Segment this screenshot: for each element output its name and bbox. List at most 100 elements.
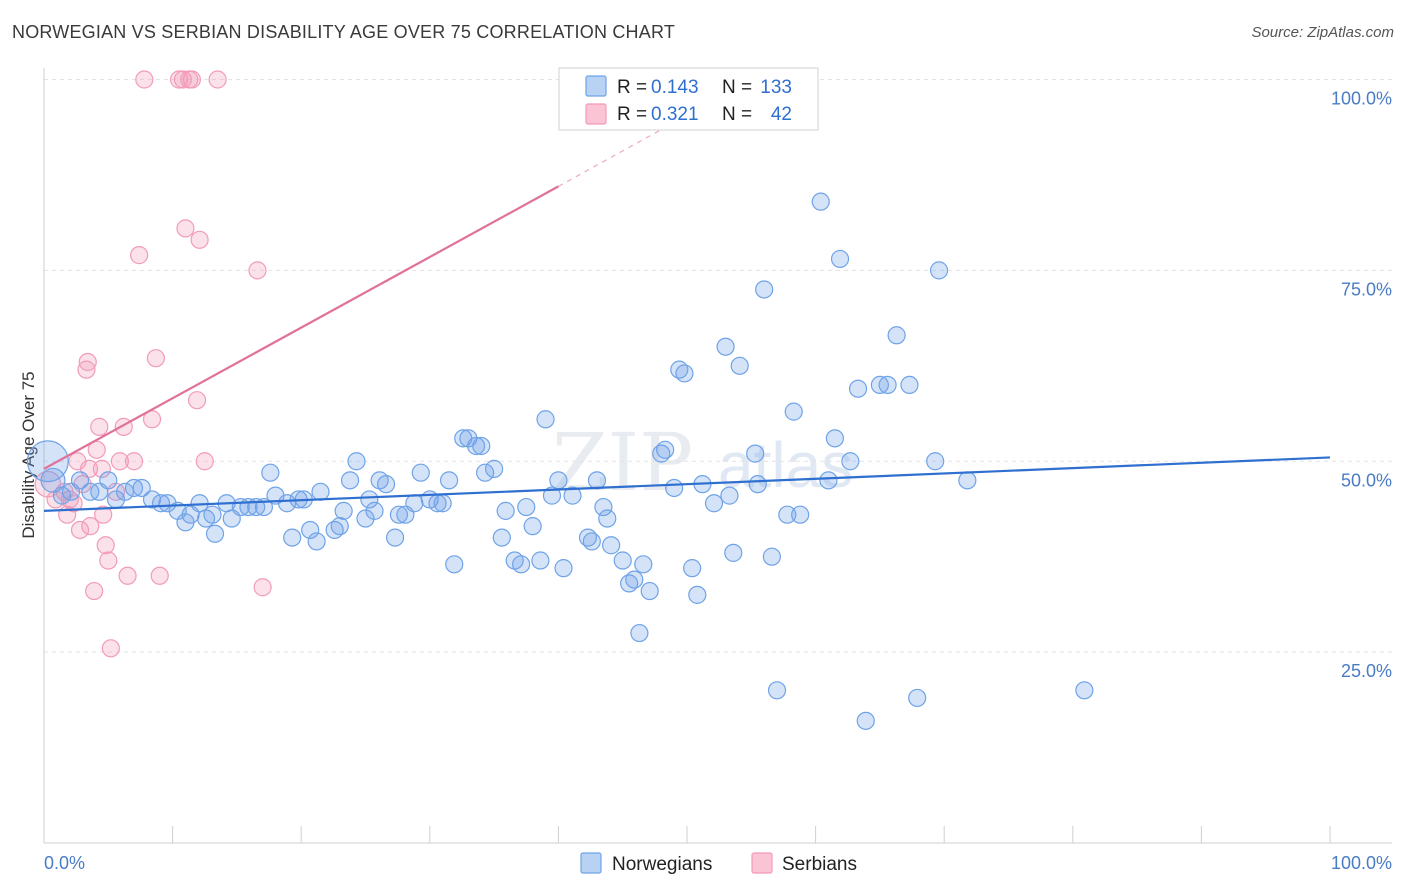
norwegian-point <box>99 471 118 490</box>
serbian-point <box>190 230 209 249</box>
norwegian-point <box>549 471 568 490</box>
norwegian-point <box>819 471 838 490</box>
legend-norwegians-swatch <box>580 852 602 874</box>
norwegian-point <box>598 509 617 528</box>
norwegian-point <box>830 249 850 269</box>
norwegian-point <box>958 471 977 490</box>
norwegian-point <box>563 486 582 505</box>
norwegians-swatch <box>585 75 607 97</box>
norwegian-point <box>334 501 353 520</box>
serbian-point <box>182 70 201 89</box>
norwegian-point <box>720 486 739 505</box>
y-tick-label-100: 100.0% <box>1331 89 1392 109</box>
norwegian-point <box>531 551 550 570</box>
serbian-point <box>208 70 227 89</box>
norwegian-point <box>778 505 797 524</box>
norwegian-point <box>347 452 366 471</box>
norwegian-point <box>656 440 675 459</box>
norwegian-point <box>542 486 562 505</box>
y-tick-label-50: 50.0% <box>1341 470 1392 490</box>
serbian-point <box>130 246 149 265</box>
norwegian-point <box>389 505 409 524</box>
norwegian-point <box>755 280 774 299</box>
norwegians-r-value: 0.143 <box>651 77 699 98</box>
norwegian-point <box>203 505 222 524</box>
serbian-point <box>146 349 165 368</box>
norwegian-point <box>360 490 379 509</box>
norwegian-point <box>625 570 644 589</box>
serbian-point <box>99 551 118 570</box>
serbian-point <box>78 352 97 372</box>
x-tick-label-0: 0.0% <box>44 853 85 873</box>
norwegian-point <box>330 517 349 536</box>
norwegian-point <box>205 524 225 543</box>
norwegian-point <box>151 494 171 513</box>
norwegian-point <box>582 532 601 551</box>
norwegian-point <box>594 497 613 517</box>
y-tick-label-75: 75.0% <box>1341 279 1392 299</box>
serbian-point <box>187 391 207 410</box>
norwegian-point <box>523 517 542 536</box>
serbian-point <box>96 536 115 555</box>
norwegian-point <box>411 463 430 482</box>
norwegians-n-value: 133 <box>760 77 792 98</box>
norwegian-point <box>496 501 515 520</box>
norwegian-point <box>791 505 810 524</box>
serbians-r-label: R = <box>617 104 647 125</box>
norwegian-point <box>365 501 384 520</box>
serbian-point <box>70 520 90 540</box>
norwegian-point <box>730 356 749 375</box>
legend-norwegians-label: Norwegians <box>612 854 712 875</box>
norwegian-point <box>767 681 787 700</box>
norwegian-point <box>926 452 945 471</box>
serbian-point <box>248 261 267 280</box>
serbian-point <box>135 70 154 89</box>
norwegian-point <box>688 585 707 604</box>
x-axis-ticks <box>43 826 1331 843</box>
norwegian-point <box>405 494 424 513</box>
norwegian-point <box>1075 681 1094 700</box>
serbian-point <box>176 219 195 238</box>
norwegian-point <box>784 402 803 421</box>
norwegian-point <box>716 337 735 356</box>
chart-title: NORWEGIAN VS SERBIAN DISABILITY AGE OVER… <box>12 22 676 42</box>
norwegian-point <box>26 440 69 483</box>
norwegian-point <box>554 559 573 578</box>
y-tick-labels: 25.0% 50.0% 75.0% 100.0% <box>1331 89 1392 682</box>
serbians-n-label: N = <box>722 104 752 125</box>
norwegian-point <box>340 471 360 490</box>
norwegian-point <box>492 528 511 547</box>
norwegian-point <box>634 555 653 574</box>
norwegians-n-label: N = <box>722 77 752 98</box>
norwegian-point <box>878 375 897 394</box>
norwegian-point <box>40 467 66 493</box>
norwegian-point <box>512 555 531 574</box>
norwegian-point <box>675 364 694 383</box>
serbian-point <box>253 578 272 597</box>
norwegian-point <box>841 452 860 471</box>
norwegian-point <box>485 459 504 478</box>
serbian-point <box>92 459 111 478</box>
norwegian-point <box>870 375 890 394</box>
gridlines <box>44 79 1392 653</box>
serbians-r-value: 0.321 <box>651 104 699 125</box>
norwegian-point <box>439 471 459 490</box>
legend-serbians-swatch <box>751 852 773 874</box>
norwegian-point <box>311 482 330 501</box>
norwegian-point <box>158 494 177 513</box>
norwegian-point <box>630 623 649 643</box>
serbians-swatch <box>585 103 607 125</box>
norwegian-point <box>283 528 302 547</box>
serbian-point <box>85 581 104 601</box>
serbians-n-value: 42 <box>771 104 792 125</box>
legend-serbians-label: Serbians <box>782 854 857 875</box>
stats-legend: R = 0.143 N = 133 R = 0.321 N = 42 <box>558 67 819 131</box>
norwegians-trend-line <box>43 456 1331 512</box>
norwegian-point <box>746 444 765 463</box>
norwegian-point <box>683 559 702 578</box>
norwegian-point <box>856 711 875 730</box>
norwegian-point <box>724 543 743 562</box>
norwegian-point <box>848 379 868 398</box>
norwegian-point <box>762 547 781 566</box>
